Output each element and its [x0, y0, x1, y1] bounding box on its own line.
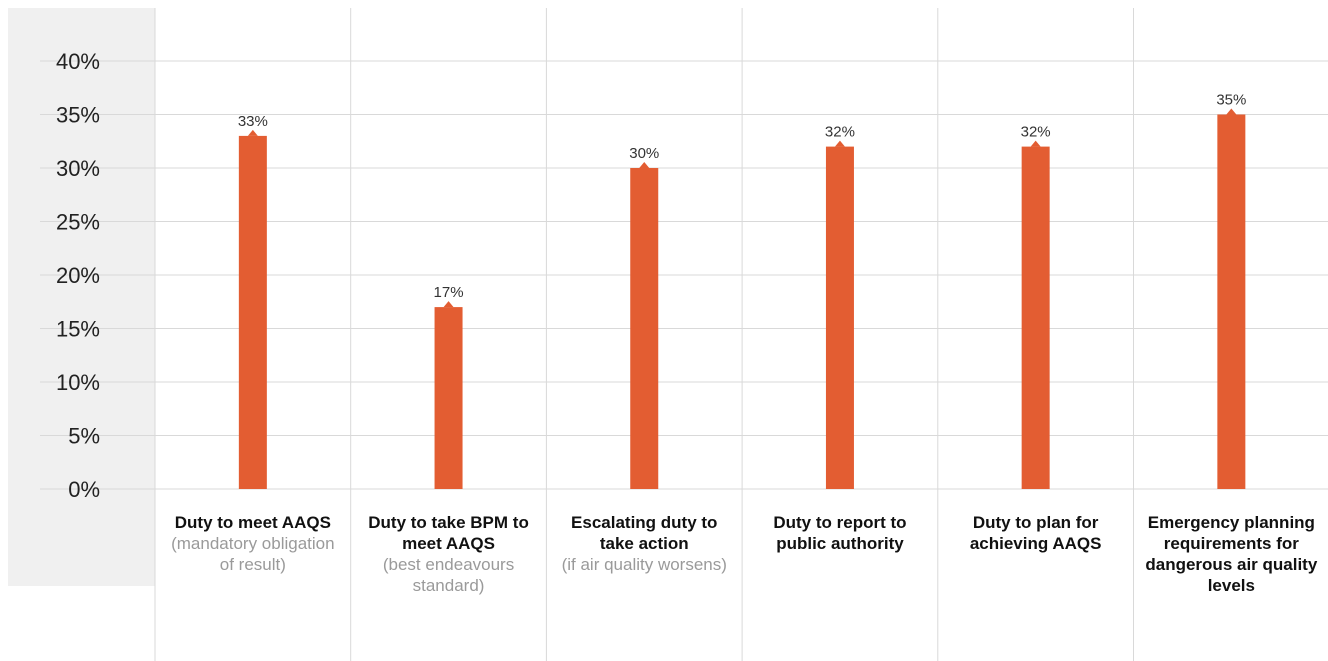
- y-tick-label: 5%: [68, 424, 100, 449]
- y-axis-ticks: 0% 5% 10% 15% 20% 25% 30% 35% 40%: [56, 49, 100, 502]
- category-main-text: Duty to plan for achieving AAQS: [969, 513, 1102, 553]
- x-category-label: Duty to report to public authority: [750, 512, 930, 554]
- category-main-text: Duty to take BPM to meet AAQS: [368, 513, 529, 553]
- bar-marker: [834, 140, 845, 147]
- bar-marker: [1226, 108, 1237, 115]
- y-tick-label: 0%: [68, 477, 100, 502]
- y-tick-label: 20%: [56, 263, 100, 288]
- y-tick-label: 15%: [56, 317, 100, 342]
- bar: [825, 146, 854, 489]
- x-category-label: Emergency planning requirements for dang…: [1141, 512, 1321, 596]
- y-tick-label: 10%: [56, 370, 100, 395]
- data-label: 33%: [238, 113, 268, 130]
- x-category-label: Duty to meet AAQS (mandatory obligation o…: [163, 512, 343, 575]
- category-main-text: Duty to meet AAQS: [174, 513, 331, 532]
- y-tick-label: 30%: [56, 156, 100, 181]
- category-main-text: Duty to report to public authority: [773, 513, 907, 553]
- data-label: 32%: [1021, 124, 1051, 141]
- category-sub-text: (mandatory obligation of result): [171, 534, 335, 574]
- bar: [1217, 114, 1246, 489]
- bar: [434, 307, 463, 489]
- bar: [1021, 146, 1050, 489]
- bar-marker: [247, 129, 258, 136]
- y-tick-label: 40%: [56, 49, 100, 74]
- bar-marker: [443, 301, 454, 308]
- data-label: 32%: [825, 124, 855, 141]
- y-tick-label: 35%: [56, 103, 100, 128]
- x-category-label: Escalating duty to take action (if air qu…: [554, 512, 734, 575]
- data-label: 17%: [434, 284, 464, 301]
- axis-label-panel: [8, 8, 155, 586]
- category-main-text: Escalating duty to take action: [571, 513, 718, 553]
- x-category-label: Duty to take BPM to meet AAQS (best endea…: [359, 512, 539, 596]
- bar-marker: [639, 162, 650, 168]
- bar: [238, 135, 267, 489]
- category-main-text: Emergency planning requirements for dang…: [1145, 513, 1318, 595]
- category-sub-text: (if air quality worsens): [561, 555, 727, 574]
- data-label: 35%: [1216, 92, 1246, 109]
- y-tick-label: 25%: [56, 210, 100, 235]
- bars: [238, 108, 1246, 489]
- category-sub-text: (best endeavours standard): [382, 555, 515, 595]
- bar: [630, 168, 659, 489]
- data-label: 30%: [629, 145, 659, 162]
- x-category-label: Duty to plan for achieving AAQS: [946, 512, 1126, 554]
- bar-marker: [1030, 140, 1041, 147]
- value-labels: 33% 17% 30% 32% 32% 35%: [238, 92, 1247, 302]
